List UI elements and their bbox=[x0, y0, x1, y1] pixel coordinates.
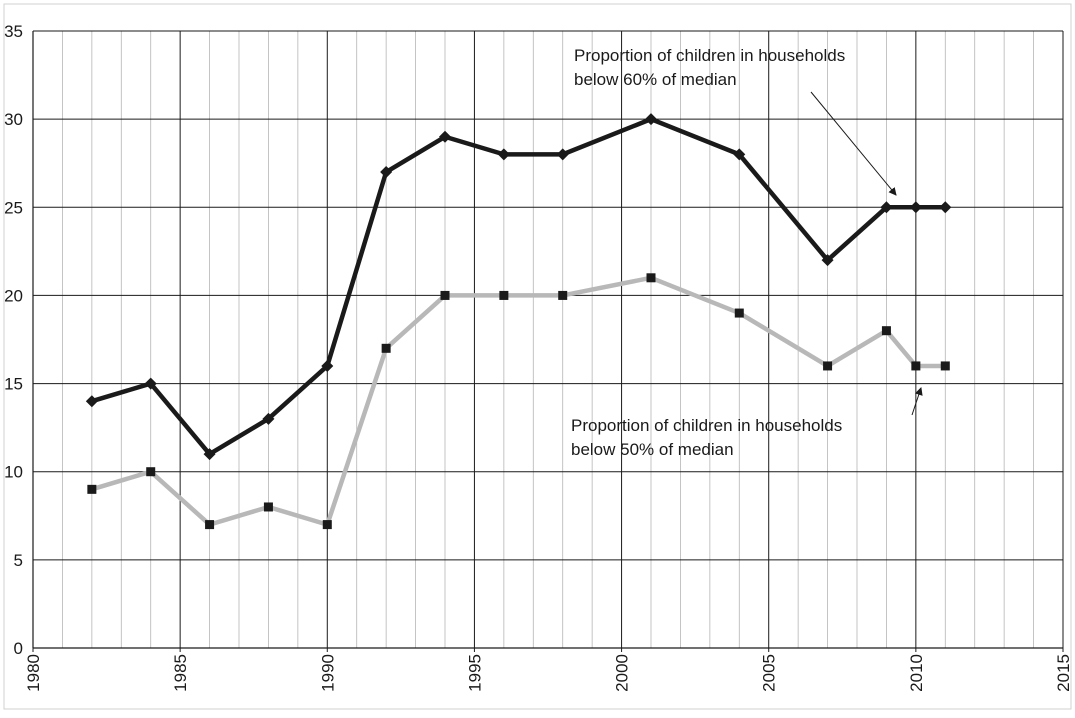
series-2-line bbox=[89, 275, 948, 527]
series-1-point-2007 bbox=[821, 254, 834, 267]
series-1-point-2004 bbox=[733, 148, 746, 161]
x-tick-label: 2005 bbox=[760, 654, 779, 692]
x-tick-label: 1990 bbox=[318, 654, 337, 692]
series-1-point-2010 bbox=[909, 201, 922, 214]
y-tick-label: 15 bbox=[4, 375, 23, 394]
y-tick-label: 0 bbox=[14, 639, 23, 658]
x-tick-label: 1980 bbox=[24, 654, 43, 692]
series-2-point-2010 bbox=[911, 361, 921, 371]
annotation-2-arrow bbox=[911, 387, 923, 416]
annotation-1: Proportion of children in households belo… bbox=[574, 46, 897, 196]
series-1-point-1996 bbox=[497, 148, 510, 161]
y-tick-label: 25 bbox=[4, 198, 23, 217]
x-tick-label: 2010 bbox=[907, 654, 926, 692]
series-2-point-1990 bbox=[322, 520, 332, 530]
series-2-point-2011 bbox=[940, 361, 950, 371]
annotation-2-text: below 50% of median bbox=[571, 440, 734, 459]
series-1-point-1986 bbox=[203, 448, 216, 461]
y-tick-label: 30 bbox=[4, 110, 23, 129]
series-layer bbox=[85, 113, 952, 530]
x-tick-label: 2000 bbox=[613, 654, 632, 692]
series-2-point-2004 bbox=[734, 308, 744, 318]
series-1-point-1994 bbox=[439, 130, 451, 143]
series-1-point-1984 bbox=[144, 377, 157, 390]
series-2-point-2001 bbox=[646, 273, 656, 283]
series-1-point-1990 bbox=[321, 359, 334, 372]
series-1-point-1988 bbox=[262, 412, 275, 425]
annotation-1-text: below 60% of median bbox=[574, 70, 737, 89]
series-1-point-1992 bbox=[380, 166, 393, 179]
annotation-1-arrow bbox=[810, 91, 897, 196]
series-2-point-1984 bbox=[146, 467, 156, 477]
x-axis-ticks: 1980 1985 1990 1995 2000 2005 2010 2015 bbox=[24, 648, 1073, 692]
annotation-2-text: Proportion of children in households bbox=[571, 416, 842, 435]
series-1-point-2001 bbox=[645, 113, 657, 126]
series-2-point-2009 bbox=[881, 326, 891, 336]
page-frame bbox=[3, 3, 1072, 710]
axes bbox=[32, 31, 1063, 649]
annotation-1-text: Proportion of children in households bbox=[574, 46, 845, 65]
series-2-point-1996 bbox=[499, 290, 509, 300]
series-1-point-2009 bbox=[880, 201, 893, 214]
series-2-point-1998 bbox=[558, 290, 568, 300]
series-2-point-1992 bbox=[381, 343, 391, 353]
series-1-point-2011 bbox=[939, 201, 952, 214]
y-tick-label: 35 bbox=[4, 22, 23, 41]
series-1-line bbox=[89, 116, 948, 457]
series-1-point-1982 bbox=[85, 395, 98, 408]
y-tick-label: 5 bbox=[14, 551, 23, 570]
annotations-layer: Proportion of children in households belo… bbox=[571, 46, 923, 459]
series-2-point-2007 bbox=[823, 361, 833, 371]
annotation-2: Proportion of children in households belo… bbox=[571, 387, 923, 459]
minor-gridlines bbox=[62, 31, 1034, 648]
x-tick-label: 2015 bbox=[1054, 654, 1073, 692]
x-tick-label: 1985 bbox=[171, 654, 190, 692]
series-2-point-1986 bbox=[205, 520, 215, 530]
series-2-point-1994 bbox=[440, 290, 450, 300]
series-1-point-1998 bbox=[556, 148, 569, 161]
y-tick-label: 10 bbox=[4, 463, 23, 482]
series-2-point-1988 bbox=[263, 502, 273, 512]
x-tick-label: 1995 bbox=[465, 654, 484, 692]
y-axis-ticks: 0 5 10 15 20 25 30 35 bbox=[4, 22, 23, 658]
major-gridlines bbox=[33, 30, 1064, 648]
series-2-point-1982 bbox=[87, 484, 97, 494]
y-tick-label: 20 bbox=[4, 286, 23, 305]
